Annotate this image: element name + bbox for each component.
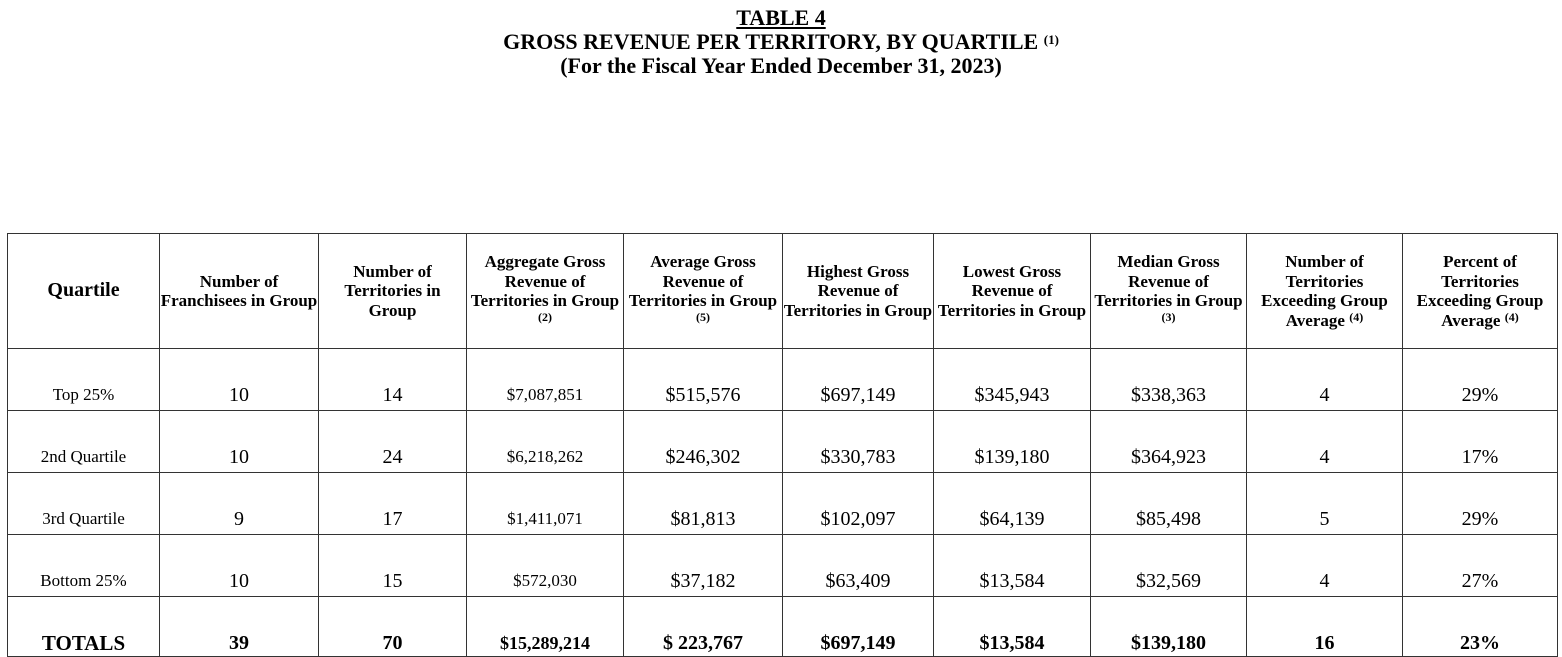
cell-lowest-revenue: $345,943 [933, 348, 1091, 411]
cell-average-revenue: $37,182 [623, 534, 783, 597]
cell-average-revenue: $ 223,767 [623, 596, 783, 657]
column-header-average-revenue: Average Gross Revenue of Territories in … [623, 233, 783, 349]
table-row: 2nd Quartile 10 24 $6,218,262 $246,302 $330,7… [7, 410, 1558, 473]
cell-territories: 70 [318, 596, 467, 657]
column-header-label: Number of Territories Exceeding Group Av… [1261, 252, 1388, 330]
cell-quartile: 3rd Quartile [7, 472, 160, 535]
column-header-label: Number of Territories in Group [344, 261, 441, 320]
cell-franchisees: 10 [159, 348, 319, 411]
table-row: Bottom 25% 10 15 $572,030 $37,182 $63,409 $13,… [7, 534, 1558, 597]
cell-franchisees: 39 [159, 596, 319, 657]
column-header-label: Highest Gross Revenue of Territories in … [783, 261, 933, 320]
column-header-lowest-revenue: Lowest Gross Revenue of Territories in G… [933, 233, 1091, 349]
cell-aggregate-revenue: $7,087,851 [466, 348, 624, 411]
cell-average-revenue: $515,576 [623, 348, 783, 411]
cell-median-revenue: $32,569 [1090, 534, 1247, 597]
column-header-quartile: Quartile [7, 233, 160, 349]
cell-average-revenue: $246,302 [623, 410, 783, 473]
cell-territories-exceeding: 4 [1246, 410, 1403, 473]
cell-lowest-revenue: $139,180 [933, 410, 1091, 473]
column-header-label: Percent of Territories Exceeding Group A… [1416, 252, 1544, 330]
cell-percent-exceeding: 23% [1402, 596, 1558, 657]
cell-highest-revenue: $63,409 [782, 534, 934, 597]
column-header-label: Median Gross Revenue of Territories in G… [1094, 252, 1243, 310]
column-header-label: Average Gross Revenue of Territories in … [628, 252, 778, 310]
footnote-ref: (3) [1161, 309, 1176, 324]
footnote-ref: (4) [1504, 309, 1519, 324]
cell-territories-exceeding: 4 [1246, 348, 1403, 411]
table-title: GROSS REVENUE PER TERRITORY, BY QUARTILE… [0, 30, 1562, 54]
footnote-ref: (5) [696, 309, 710, 324]
column-header-label: Aggregate Gross Revenue of Territories i… [470, 252, 620, 310]
cell-percent-exceeding: 29% [1402, 348, 1558, 411]
column-header-territories-exceeding: Number of Territories Exceeding Group Av… [1246, 233, 1403, 349]
revenue-table: Quartile Number of Franchisees in Group Nu… [7, 233, 1558, 657]
cell-highest-revenue: $102,097 [782, 472, 934, 535]
column-header-label: Number of Franchisees in Group [160, 271, 318, 311]
cell-franchisees: 10 [159, 534, 319, 597]
column-header-franchisees: Number of Franchisees in Group [159, 233, 319, 349]
column-header-percent-exceeding: Percent of Territories Exceeding Group A… [1402, 233, 1558, 349]
cell-territories: 24 [318, 410, 467, 473]
header-row: Quartile Number of Franchisees in Group Nu… [7, 233, 1558, 349]
table-row: 3rd Quartile 9 17 $1,411,071 $81,813 $102,097… [7, 472, 1558, 535]
cell-quartile: TOTALS [7, 596, 160, 657]
cell-highest-revenue: $697,149 [782, 348, 934, 411]
cell-quartile: Bottom 25% [7, 534, 160, 597]
cell-franchisees: 10 [159, 410, 319, 473]
cell-percent-exceeding: 17% [1402, 410, 1558, 473]
column-header-median-revenue: Median Gross Revenue of Territories in G… [1090, 233, 1247, 349]
cell-territories: 15 [318, 534, 467, 597]
cell-median-revenue: $338,363 [1090, 348, 1247, 411]
cell-aggregate-revenue: $572,030 [466, 534, 624, 597]
totals-row: TOTALS 39 70 $15,289,214 $ 223,767 $697,149 $1… [7, 596, 1558, 657]
cell-quartile: 2nd Quartile [7, 410, 160, 473]
cell-percent-exceeding: 29% [1402, 472, 1558, 535]
cell-territories: 17 [318, 472, 467, 535]
cell-aggregate-revenue: $1,411,071 [466, 472, 624, 535]
cell-average-revenue: $81,813 [623, 472, 783, 535]
cell-aggregate-revenue: $6,218,262 [466, 410, 624, 473]
footnote-ref: (2) [538, 309, 552, 324]
table-title-text: GROSS REVENUE PER TERRITORY, BY QUARTILE [503, 29, 1039, 54]
cell-highest-revenue: $697,149 [782, 596, 934, 657]
cell-lowest-revenue: $13,584 [933, 534, 1091, 597]
cell-median-revenue: $85,498 [1090, 472, 1247, 535]
cell-percent-exceeding: 27% [1402, 534, 1558, 597]
footnote-ref: (4) [1349, 309, 1364, 324]
cell-lowest-revenue: $64,139 [933, 472, 1091, 535]
column-header-label: Quartile [47, 279, 120, 302]
table-number: TABLE 4 [736, 5, 826, 30]
cell-aggregate-revenue: $15,289,214 [466, 596, 624, 657]
cell-quartile: Top 25% [7, 348, 160, 411]
column-header-aggregate-revenue: Aggregate Gross Revenue of Territories i… [466, 233, 624, 349]
cell-territories-exceeding: 16 [1246, 596, 1403, 657]
cell-territories-exceeding: 4 [1246, 534, 1403, 597]
cell-highest-revenue: $330,783 [782, 410, 934, 473]
cell-territories: 14 [318, 348, 467, 411]
table-subtitle: (For the Fiscal Year Ended December 31, … [560, 53, 1002, 78]
column-header-highest-revenue: Highest Gross Revenue of Territories in … [782, 233, 934, 349]
footnote-ref: (1) [1043, 32, 1059, 47]
table-row: Top 25% 10 14 $7,087,851 $515,576 $697,149 $34… [7, 348, 1558, 411]
column-header-territories: Number of Territories in Group [318, 233, 467, 349]
cell-franchisees: 9 [159, 472, 319, 535]
cell-median-revenue: $364,923 [1090, 410, 1247, 473]
cell-median-revenue: $139,180 [1090, 596, 1247, 657]
column-header-label: Lowest Gross Revenue of Territories in G… [937, 261, 1087, 320]
cell-territories-exceeding: 5 [1246, 472, 1403, 535]
cell-lowest-revenue: $13,584 [933, 596, 1091, 657]
